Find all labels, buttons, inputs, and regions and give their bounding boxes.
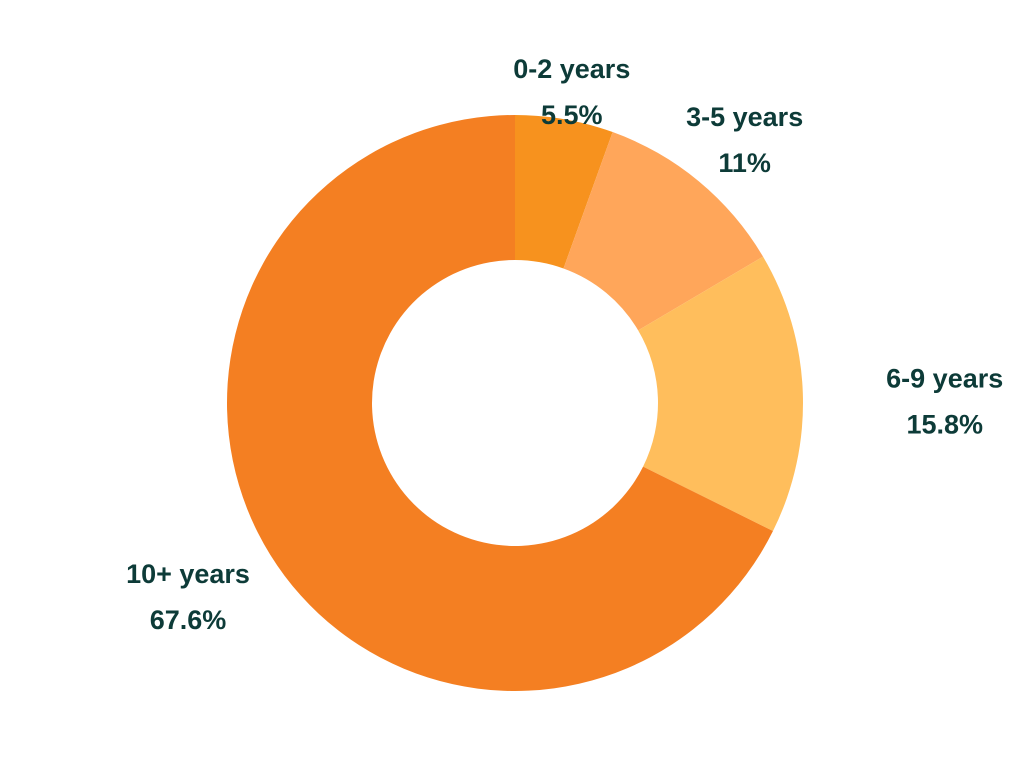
donut-slice-0-2-years <box>515 115 613 269</box>
slice-label: 3-5 years <box>686 102 803 132</box>
donut-slices <box>227 115 803 692</box>
slice-label: 10+ years <box>126 559 250 589</box>
donut-slice-6-9-years <box>638 256 803 532</box>
slice-label: 6-9 years <box>886 363 1003 393</box>
donut-slice-3-5-years <box>563 132 764 331</box>
slice-value-label: 67.6% <box>150 605 227 635</box>
slice-label: 0-2 years <box>513 54 630 84</box>
slice-labels: 0-2 years 5.5% 3-5 years 11% 6-9 years 15.8% 1… <box>126 54 1003 635</box>
slice-value-label: 11% <box>718 148 771 178</box>
slice-value-label: 5.5% <box>541 100 603 130</box>
donut-slice-10-years <box>227 115 773 692</box>
slice-value-label: 15.8% <box>906 409 983 439</box>
